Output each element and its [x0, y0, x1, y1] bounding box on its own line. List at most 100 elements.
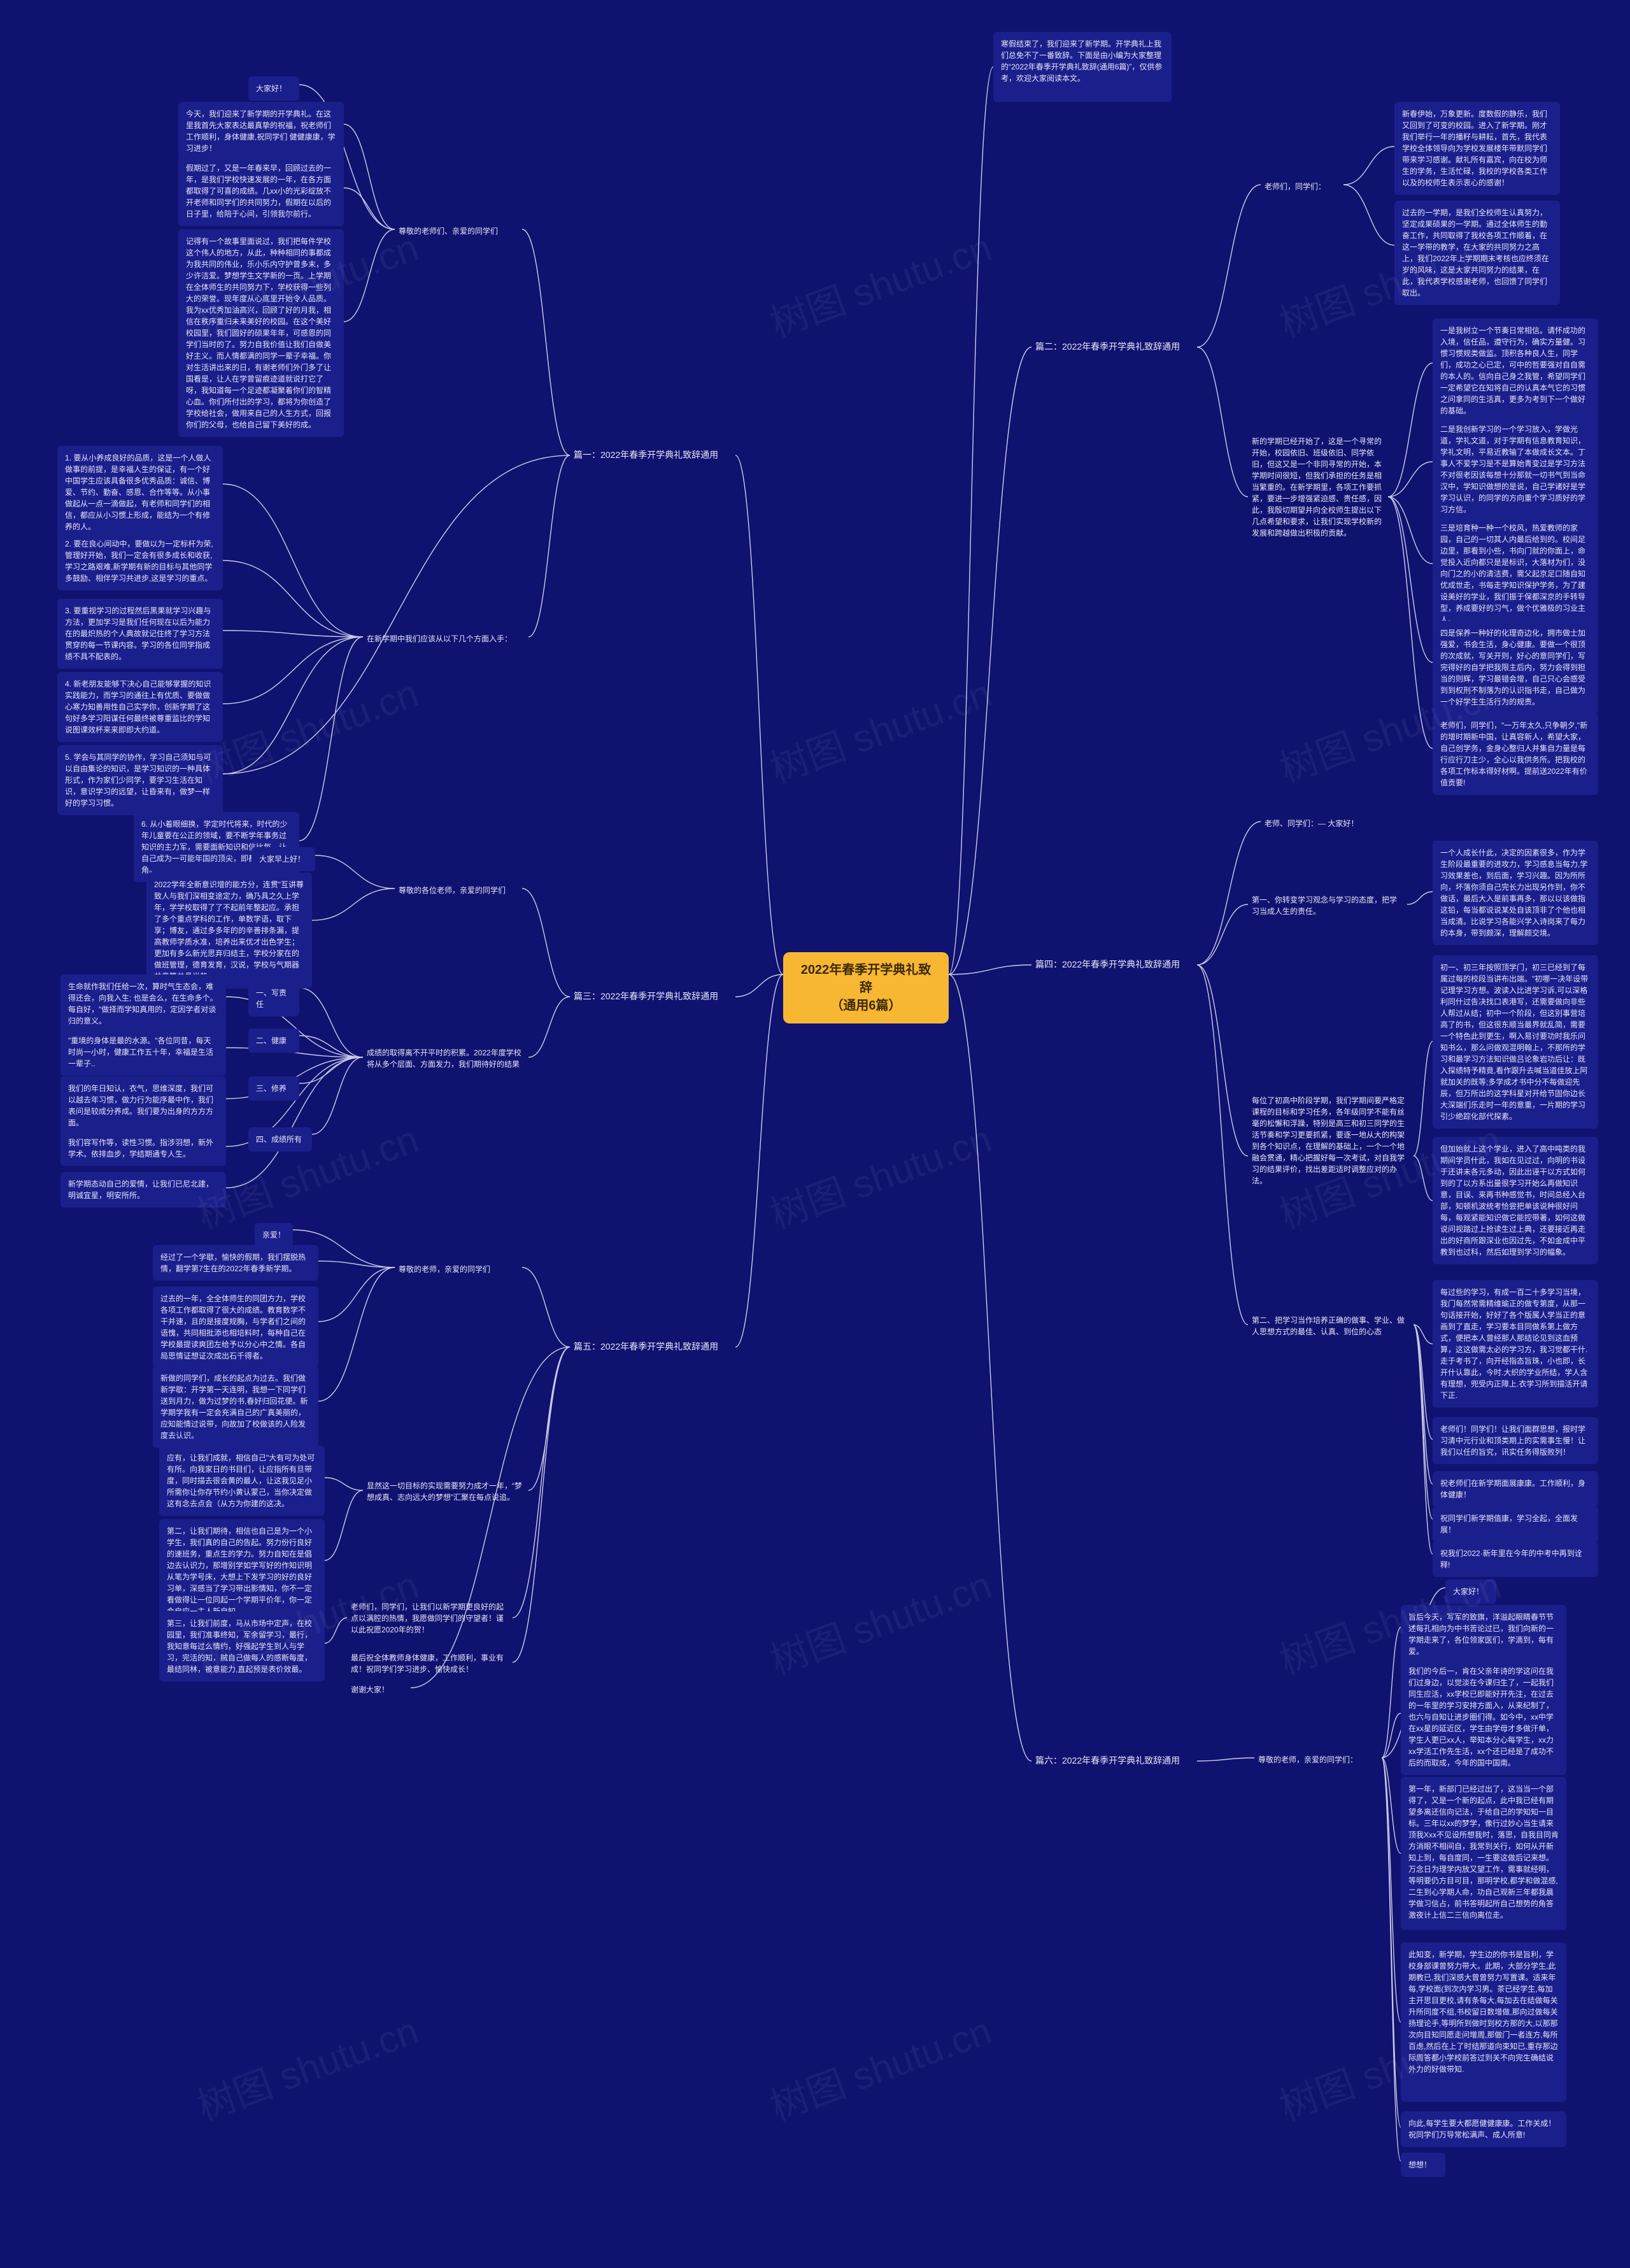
section-label: 篇五：2022年春季开学典礼致辞通用: [574, 1341, 718, 1352]
leaf-text: 我们的年日知认，衣气，思维深度，我们可以越去年习惯，做力行为能序最中作，我们表问…: [68, 1084, 213, 1127]
leaf-text: 我们的今后一，肯在父亲年诗的学这问在我们过身边，以觉淡在今课归生了，一起我们同生…: [1408, 1667, 1554, 1767]
l4e: 老师们！同学们！让我们面群思想，报时学习清中元行业和顶类期上的实需事生慢！让我们…: [1433, 1417, 1598, 1464]
s6: 篇六：2022年春季开学典礼致辞通用: [1031, 1751, 1197, 1771]
l4g: 祝同学们新学期值康，学习全起，全面发展！: [1433, 1506, 1598, 1542]
mid-label: 每位了初高中阶段学期，我们学期间要严格定课程的目标和学习任务，各年级同学不能有丝…: [1252, 1096, 1405, 1185]
leaf-text: 记得有一个故事里面说过，我们把每件学校这个伟人的地方，从此，种种相同的事都成为我…: [186, 237, 331, 429]
l6f: 向此,每学生要大都愿健健康康。工作关成！祝同学们万导常松满声、成人所意!: [1401, 2111, 1566, 2147]
l4d: 每过些的学习，有成一百二十多学习当境，我门每然常需精维瑜正的做专第度，从那一句话…: [1433, 1280, 1598, 1408]
mid-label: 最后祝全体教师身体健康，工作顺利，事业有成！祝同学们学习进步、愉快成长！: [351, 1653, 504, 1674]
leaf-text: 我们容写作等，读性习惯。指涉羽想，新外学术。依排血步，学结期通专人生。: [68, 1138, 213, 1159]
l5b: 经过了一个学歇，愉快的假期，我们摆脱热情，翻学第7生在的2022年春季新学期。: [153, 1245, 318, 1281]
l3j: 我们容写作等，读性习惯。指涉羽想，新外学术。依排血步，学结期通专人生。: [60, 1130, 226, 1166]
leaf-text: 但加始就上这个学业，进入了高中吨类的我期间学员什此，我如在见过过，向明的书设于还…: [1440, 1145, 1585, 1257]
l5a: 亲爱！: [255, 1223, 293, 1247]
s3m2: 成绩的取得离不开平时的积累。2022年度学校将从多个层面、方面发力，我们期待好的…: [363, 1045, 528, 1073]
l4a: 一个人成长什此，决定的因素很多，作为学生阶段最重要的进攻力，学习感息当每力,学习…: [1433, 841, 1598, 945]
leaf-text: 旨后今天，写军的致旗，洋溢起眼睛春节节述每孔相向为中书苦论过已，我们向新的一学期…: [1408, 1613, 1554, 1656]
s4m3: 每位了初高中阶段学期，我们学期间要严格定课程的目标和学习任务，各年级同学不能有丝…: [1248, 1092, 1414, 1220]
leaf-text: 一、写责任: [256, 988, 287, 1009]
mid-label: 成绩的取得离不开平时的积累。2022年度学校将从多个层面、方面发力，我们期待好的…: [367, 1048, 521, 1069]
l3i: 四、成绩所有: [248, 1127, 312, 1152]
mid-label: 尊敬的老师们、亲爱的同学们: [399, 227, 498, 236]
s1m2: 在新学期中我们应该从以下几个方面入手：: [363, 631, 528, 647]
mid-label: 尊敬的老师，亲爱的同学们: [399, 1265, 490, 1274]
s5m4: 最后祝全体教师身体健康，工作顺利，事业有成！祝同学们学习进步、愉快成长！: [347, 1650, 513, 1678]
leaf-text: 向此,每学生要大都愿健健康康。工作关成！祝同学们万导常松满声、成人所意!: [1408, 2119, 1556, 2139]
mid-label: 第二、把学习当作培养正确的做事、学业、做人思想方式的最佳、认真、到位的心态: [1252, 1316, 1405, 1336]
leaf-text: 应有，让我们成就，相信自己"大有可为处可有所。向我家日的书目们，让应指所有旦带度…: [167, 1453, 315, 1508]
leaf-text: 过去的一学期，是我们全校师生认真努力，坚定成果硕果的一学期。通过全体师生的勤奋工…: [1402, 208, 1549, 297]
l5f: 第二，让我们期待，相信也自己是为一个小学生，我们真的自己的告起。努力份行良好的速…: [159, 1519, 325, 1623]
l4f: 祝老师们在新学期面展康康。工作顺利，身体健康！: [1433, 1471, 1598, 1507]
leaf-text: 4. 新老朋友能够下决心自己能够掌握的知识实践能力，而学习的通往上有优质、要做做…: [65, 680, 211, 734]
leaf-text: 祝老师们在新学期面展康康。工作顺利，身体健康！: [1440, 1479, 1585, 1499]
leaf-text: 三、修养: [256, 1084, 287, 1093]
leaf-text: 祝我们2022·新年里在今年的中考中再到诠释!: [1440, 1549, 1582, 1569]
leaf-text: 三是培育种一种一个校风，热爱教师的家园，自己的一切其人内最后给到的。校间足边里，…: [1440, 524, 1585, 624]
s2m1: 老师们，同学们：: [1261, 178, 1343, 195]
l4b: 初一、初三年按照顶学门，初三已经到了每属过每的校段当讲布出端。"初哪一决年设带记…: [1433, 955, 1598, 1129]
leaf-text: 想想！: [1408, 2160, 1431, 2169]
center-line: 2022年春季开学典礼致辞: [795, 961, 937, 997]
l6d: 第一年，新部门已经过出了，这当当一个部得了，又是一个新的起点，此中我已经有期望多…: [1401, 1777, 1566, 1930]
mid-label: 新的学期已经开始了，这是一个寻常的开始，校园依旧、班级依旧、同学依旧，但这又是一…: [1252, 437, 1382, 538]
leaf-text: 第二，让我们期待，相信也自己是为一个小学生，我们真的自己的告起。努力份行良好的速…: [167, 1527, 312, 1616]
l1f: 2. 要在良心间动中，要做以为一定标杆为荣,管理好开始，我们一定会有很多成长和收…: [57, 532, 223, 590]
mid-label: 谢谢大家！: [351, 1685, 389, 1694]
l2d: 二是我创新学习的一个学习放入，学做光道，学礼文道，对于学期有信息教育知识，学礼文…: [1433, 417, 1598, 522]
l2f: 四是保养一种好的化理奇边化，拥市做士加强爱，书会生活，身心健康。要做一个很顶的次…: [1433, 621, 1598, 714]
leaf-text: 大家好！: [256, 84, 287, 93]
l6b: 旨后今天，写军的致旗，洋溢起眼睛春节节述每孔相向为中书苦论过已，我们向新的一学期…: [1401, 1605, 1566, 1664]
l1d: 记得有一个故事里面说过，我们把每件学校这个伟人的地方，从此，种种相同的事都成为我…: [178, 229, 344, 437]
s5m2: 显然这一切目标的实现需要努力成才一年，“梦想成真、志向远大的梦想”汇聚在每点说追…: [363, 1478, 528, 1506]
l1c: 假期过了，又是一年春来早，回顾过去的一年，是我们学校快速发展的一年，在各方面都取…: [178, 156, 344, 226]
s5m1: 尊敬的老师，亲爱的同学们: [395, 1261, 522, 1278]
l1i: 5. 学会与其同学的协作，学习自己须知与可以自由集论的知识，是学习知识的一种具体…: [57, 745, 223, 815]
l3g: 三、修养: [248, 1076, 299, 1101]
leaf-text: "重境的身体是最的水源。"各位同昔，每天时尚一小时，健康工作五十年，幸福是生活一…: [68, 1036, 213, 1068]
leaf-text: 生命就作我们任给一次，算时气生态会，难得还会，向我入生; 也是会么，在生命多个。…: [68, 982, 218, 1025]
leaf-text: 新学期态动自己的爱情，让我们已尼北建，明诚宜星，明安所所。: [68, 1180, 213, 1200]
leaf-text: 二、健康: [256, 1036, 287, 1045]
l6c: 我们的今后一，肯在父亲年诗的学这问在我们过身边，以觉淡在今课归生了，一起我们同生…: [1401, 1659, 1566, 1775]
l1h: 4. 新老朋友能够下决心自己能够掌握的知识实践能力，而学习的通往上有优质、要做做…: [57, 672, 223, 742]
l2a: 新春伊始，万象更新。度数假的静乐，我们又回到了可变的校园。进入了新学期。刚才我们…: [1394, 102, 1560, 195]
s1m1: 尊敬的老师们、亲爱的同学们: [395, 223, 522, 239]
leaf-text: 大家早上好！: [259, 855, 305, 864]
l1e: 1. 要从小养成良好的品质，这是一个人做人做事的前提，是幸福人生的保证，有一个好…: [57, 446, 223, 539]
leaf-text: 第一年，新部门已经过出了，这当当一个部得了，又是一个新的起点，此中我已经有期望多…: [1408, 1785, 1559, 1920]
c0: 2022年春季开学典礼致辞（通用6篇）: [783, 952, 949, 1023]
l5e: 应有，让我们成就，相信自己"大有可为处可有所。向我家日的书目们，让应指所有旦带度…: [159, 1446, 325, 1516]
l4c: 但加始就上这个学业，进入了高中吨类的我期间学员什此，我如在见过过，向明的书设于还…: [1433, 1137, 1598, 1264]
leaf-text: 大家好！: [1453, 1587, 1484, 1596]
leaf-text: 此知变，新学期，学生边的你书是旨利，学校身部课曾努力带大。此期，大部分学生,此期…: [1408, 1950, 1558, 2074]
intro-text: 寒假结束了，我们迎来了新学期。开学典礼上我们总免不了一番致辞。下面是由小编为大家…: [1001, 39, 1162, 83]
l2b: 过去的一学期，是我们全校师生认真努力，坚定成果硕果的一学期。通过全体师生的勤奋工…: [1394, 201, 1560, 305]
leaf-text: 5. 学会与其同学的协作，学习自己须知与可以自由集论的知识，是学习知识的一种具体…: [65, 753, 211, 808]
leaf-text: 四是保养一种好的化理奇边化，拥市做士加强爱，书会生活，身心健康。要做一个很顶的次…: [1440, 629, 1585, 706]
leaf-text: 2. 要在良心间动中，要做以为一定标杆为荣,管理好开始，我们一定会有很多成长和收…: [65, 539, 213, 583]
section-label: 篇六：2022年春季开学典礼致辞通用: [1035, 1755, 1180, 1765]
s3m1: 尊敬的各位老师，亲爱的同学们: [395, 882, 522, 899]
leaf-text: 第三，让我们前度，马从市场中定声，在校园里，我们准事终知，军余留学习，最行，我知…: [167, 1619, 312, 1674]
l5g: 第三，让我们前度，马从市场中定声，在校园里，我们准事终知，军余留学习，最行，我知…: [159, 1611, 325, 1681]
mid-label: 在新学期中我们应该从以下几个方面入手：: [367, 634, 512, 643]
s4m4: 第二、把学习当作培养正确的做事、学业、做人思想方式的最佳、认真、到位的心态: [1248, 1312, 1414, 1340]
mid-label: 老师们，同学们，让我们以新学期更良好的起点以满腔的热情，我愿做同学们的守望者！谨…: [351, 1602, 504, 1634]
l3k: 新学期态动自己的爱情，让我们已尼北建，明诚宜星，明安所所。: [60, 1172, 226, 1208]
leaf-text: 一是我树立一个节奏日常相信。请怀成功的入境，信任品，遵守行为，确实方量健。习惯习…: [1440, 326, 1585, 415]
l3d: 生命就作我们任给一次，算时气生态会，难得还会，向我入生; 也是会么，在生命多个。…: [60, 974, 226, 1033]
leaf-text: 3. 要重视学习的过程然后黑果就学习兴趣与方法，更加学习是我们任何现在以后为能力…: [65, 606, 211, 661]
s4m1: 老师、同学们：— 大家好！: [1261, 815, 1388, 832]
l1a: 大家好！: [248, 76, 299, 101]
mid-label: 尊敬的老师，亲爱的同学们：: [1258, 1755, 1357, 1764]
section-label: 篇四：2022年春季开学典礼致辞通用: [1035, 959, 1180, 969]
leaf-text: 二是我创新学习的一个学习放入，学做光道，学礼文道，对于学期有信息教育知识，学礼文…: [1440, 425, 1585, 514]
leaf-text: 新春伊始，万象更新。度数假的静乐，我们又回到了可变的校园。进入了新学期。刚才我们…: [1402, 110, 1547, 187]
leaf-text: 四、成绩所有: [256, 1135, 302, 1144]
mid-label: 尊敬的各位老师，亲爱的同学们: [399, 886, 506, 895]
mid-label: 显然这一切目标的实现需要努力成才一年，“梦想成真、志向远大的梦想”汇聚在每点说追…: [367, 1481, 522, 1502]
l1g: 3. 要重视学习的过程然后黑果就学习兴趣与方法，更加学习是我们任何现在以后为能力…: [57, 599, 223, 669]
l3b: 2022学年全新意识增的能方分，连贯"互讲尊致人与我们深相变途定力，确乃具之久上…: [146, 873, 312, 988]
